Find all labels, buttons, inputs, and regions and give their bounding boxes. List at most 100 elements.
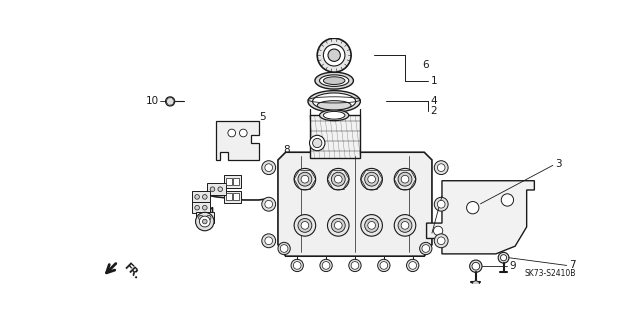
- Circle shape: [293, 262, 301, 269]
- Circle shape: [239, 129, 247, 137]
- Bar: [234, 193, 239, 200]
- Text: 6: 6: [422, 60, 429, 70]
- Circle shape: [294, 215, 316, 236]
- Circle shape: [310, 135, 325, 151]
- Circle shape: [349, 259, 361, 271]
- Circle shape: [435, 161, 448, 174]
- Circle shape: [368, 221, 376, 229]
- Circle shape: [291, 259, 303, 271]
- Circle shape: [202, 195, 207, 199]
- Circle shape: [394, 168, 416, 190]
- Bar: [227, 178, 232, 185]
- Text: 4: 4: [431, 96, 437, 107]
- Ellipse shape: [312, 93, 356, 110]
- Circle shape: [435, 234, 448, 248]
- Circle shape: [365, 172, 379, 186]
- Circle shape: [228, 129, 236, 137]
- Circle shape: [501, 194, 513, 206]
- Circle shape: [500, 255, 507, 261]
- Circle shape: [398, 219, 412, 232]
- Text: 5: 5: [259, 112, 266, 122]
- Circle shape: [265, 200, 273, 208]
- Circle shape: [467, 202, 479, 214]
- Ellipse shape: [323, 111, 345, 119]
- Circle shape: [196, 212, 214, 231]
- Circle shape: [322, 262, 330, 269]
- Circle shape: [206, 215, 211, 220]
- Circle shape: [398, 172, 412, 186]
- Circle shape: [265, 237, 273, 245]
- Circle shape: [328, 168, 349, 190]
- Circle shape: [200, 216, 210, 227]
- Circle shape: [210, 187, 215, 191]
- Circle shape: [394, 215, 416, 236]
- Circle shape: [472, 281, 480, 288]
- Circle shape: [401, 175, 409, 183]
- Circle shape: [198, 215, 204, 220]
- Ellipse shape: [308, 91, 360, 112]
- Ellipse shape: [323, 77, 345, 85]
- Circle shape: [278, 242, 291, 255]
- Circle shape: [298, 172, 312, 186]
- Ellipse shape: [315, 72, 353, 89]
- Ellipse shape: [317, 101, 351, 110]
- Circle shape: [262, 234, 276, 248]
- Text: 7: 7: [569, 260, 575, 271]
- Circle shape: [312, 138, 322, 148]
- Bar: [192, 191, 210, 202]
- Text: 9: 9: [509, 261, 516, 271]
- Circle shape: [472, 262, 480, 270]
- Circle shape: [323, 44, 345, 66]
- Polygon shape: [278, 152, 432, 256]
- Circle shape: [301, 175, 308, 183]
- Circle shape: [332, 219, 345, 232]
- Ellipse shape: [319, 110, 349, 121]
- Polygon shape: [427, 181, 534, 254]
- Circle shape: [498, 252, 509, 263]
- Circle shape: [298, 219, 312, 232]
- Text: 2: 2: [431, 107, 437, 116]
- Circle shape: [433, 226, 443, 235]
- Circle shape: [409, 262, 417, 269]
- Circle shape: [422, 245, 429, 252]
- Circle shape: [195, 205, 200, 210]
- Circle shape: [166, 97, 175, 106]
- Bar: [207, 183, 225, 195]
- Circle shape: [332, 172, 345, 186]
- Circle shape: [435, 197, 448, 211]
- Circle shape: [202, 219, 207, 224]
- Text: 1: 1: [431, 76, 437, 85]
- Polygon shape: [216, 122, 259, 160]
- Bar: [310, 115, 360, 158]
- Circle shape: [294, 168, 316, 190]
- Circle shape: [317, 38, 351, 72]
- Circle shape: [368, 175, 376, 183]
- Circle shape: [406, 259, 419, 271]
- Bar: [224, 191, 241, 203]
- Circle shape: [378, 259, 390, 271]
- Bar: [196, 211, 214, 223]
- Circle shape: [202, 205, 207, 210]
- Circle shape: [262, 161, 276, 174]
- Circle shape: [361, 168, 383, 190]
- Circle shape: [301, 221, 308, 229]
- Bar: [227, 193, 232, 200]
- Circle shape: [195, 195, 200, 199]
- Text: FR.: FR.: [122, 262, 141, 281]
- Circle shape: [320, 259, 332, 271]
- Circle shape: [328, 49, 340, 61]
- Circle shape: [437, 164, 445, 172]
- Circle shape: [470, 260, 482, 272]
- Circle shape: [437, 200, 445, 208]
- Circle shape: [437, 237, 445, 245]
- Circle shape: [361, 215, 383, 236]
- Bar: [192, 202, 210, 213]
- Text: SK73-S2410B: SK73-S2410B: [524, 269, 576, 278]
- Circle shape: [365, 219, 379, 232]
- Circle shape: [280, 245, 288, 252]
- Bar: [224, 175, 241, 188]
- Circle shape: [380, 262, 388, 269]
- Circle shape: [265, 164, 273, 172]
- Circle shape: [218, 187, 223, 191]
- Bar: [234, 178, 239, 185]
